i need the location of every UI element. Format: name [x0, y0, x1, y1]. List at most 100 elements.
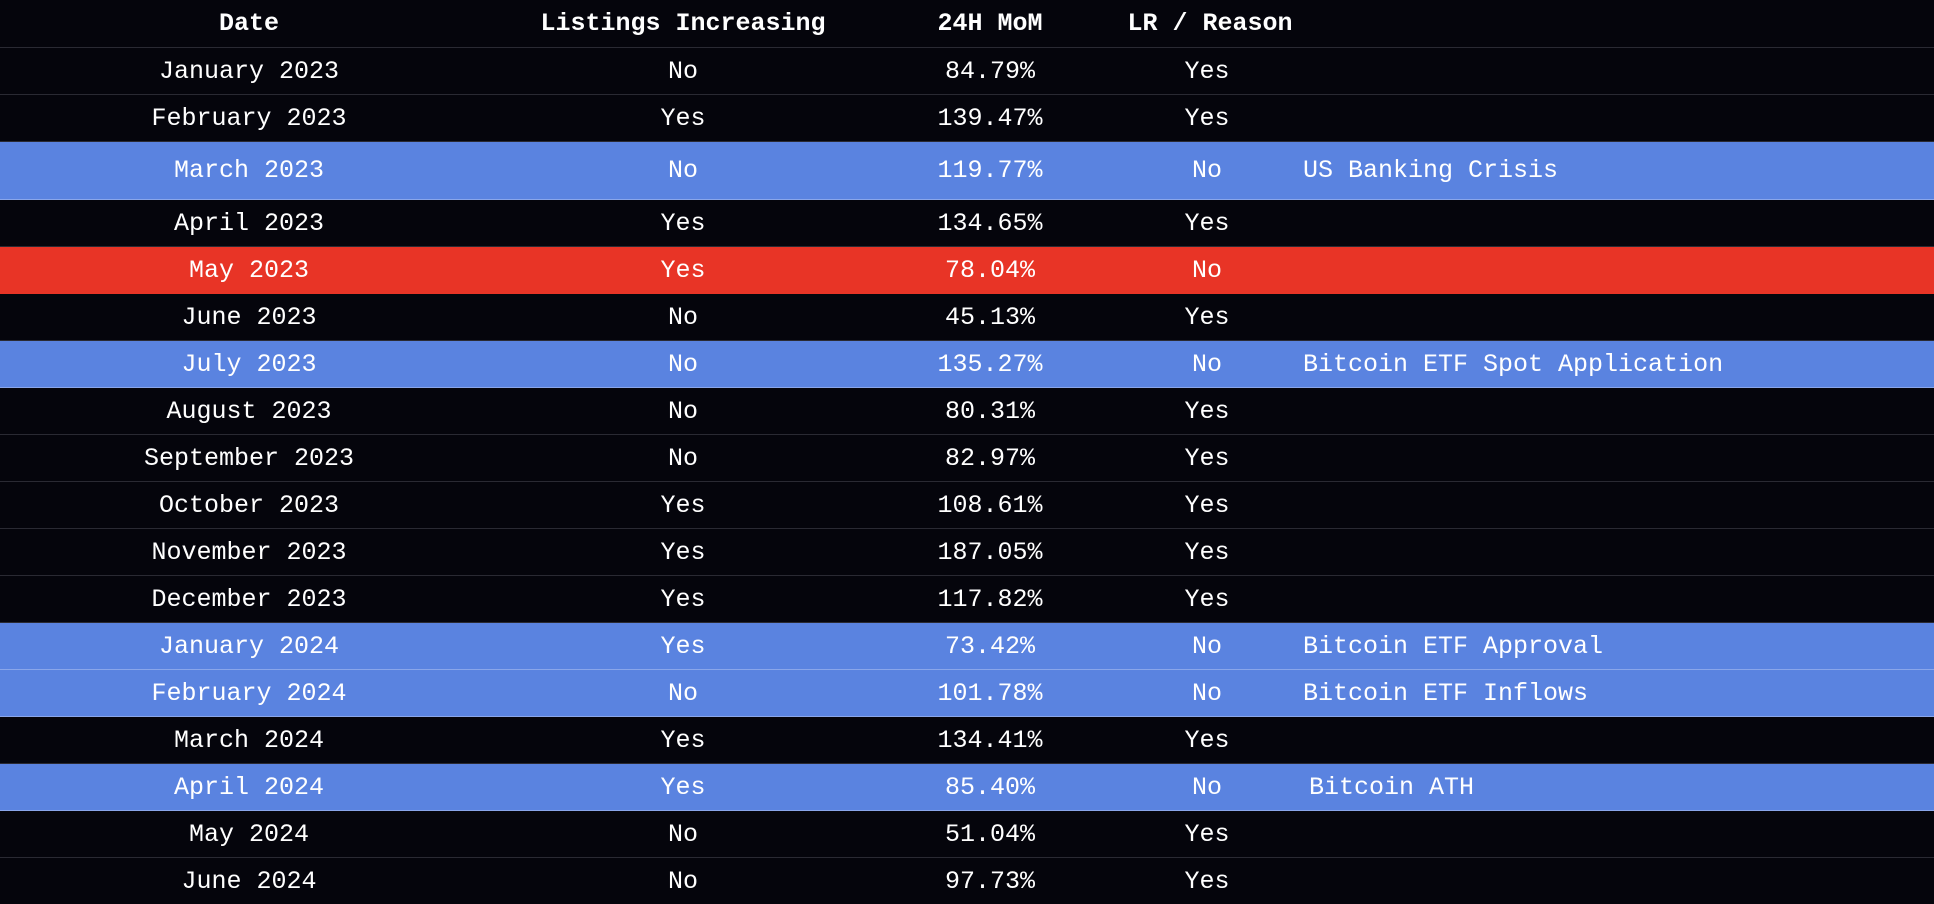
cell-listings: No — [667, 443, 698, 473]
table-row: June 2023 No 45.13% Yes — [0, 294, 1934, 341]
cell-listings: Yes — [660, 772, 706, 802]
cell-lr: Yes — [1184, 537, 1230, 567]
cell-reason — [1303, 435, 1903, 481]
cell-date: May 2024 — [188, 819, 310, 849]
cell-reason: Bitcoin ETF Inflows — [1303, 678, 1589, 708]
cell-mom: 119.77% — [937, 156, 1043, 185]
cell-reason — [1303, 95, 1903, 141]
table-row: October 2023 Yes 108.61% Yes — [0, 482, 1934, 529]
cell-listings: Yes — [660, 537, 706, 567]
cell-lr: Yes — [1184, 725, 1230, 755]
table-row-highlighted: April 2024 Yes 85.40% No Bitcoin ATH — [0, 764, 1934, 811]
cell-listings: Yes — [660, 584, 706, 614]
cell-lr: Yes — [1184, 866, 1230, 896]
cell-lr: Yes — [1184, 819, 1230, 849]
table-row-highlighted: February 2024 No 101.78% No Bitcoin ETF … — [0, 670, 1934, 717]
cell-lr: No — [1191, 631, 1222, 661]
cell-date: August 2023 — [166, 396, 332, 426]
cell-reason: Bitcoin ETF Spot Application — [1303, 349, 1724, 379]
cell-reason — [1303, 247, 1903, 293]
cell-listings: No — [667, 349, 698, 379]
cell-lr: Yes — [1184, 490, 1230, 520]
table-row: June 2024 No 97.73% Yes — [0, 858, 1934, 904]
table-row-highlighted: January 2024 Yes 73.42% No Bitcoin ETF A… — [0, 623, 1934, 670]
header-date: Date — [218, 9, 279, 38]
table-row: September 2023 No 82.97% Yes — [0, 435, 1934, 482]
table-row: August 2023 No 80.31% Yes — [0, 388, 1934, 435]
header-listings-increasing: Listings Increasing — [540, 9, 826, 38]
cell-date: June 2023 — [181, 302, 317, 332]
table-row: January 2023 No 84.79% Yes — [0, 48, 1934, 95]
cell-lr: Yes — [1184, 302, 1230, 332]
cell-lr: No — [1191, 678, 1222, 708]
cell-mom: 73.42% — [944, 631, 1035, 661]
cell-date: March 2023 — [173, 156, 325, 185]
cell-lr: No — [1191, 156, 1222, 185]
cell-lr: No — [1191, 772, 1222, 802]
cell-date: January 2024 — [158, 631, 340, 661]
header-lr-reason: LR / Reason — [1127, 9, 1293, 38]
cell-listings: Yes — [660, 208, 706, 238]
cell-date: May 2023 — [188, 255, 310, 285]
cell-lr: No — [1191, 255, 1222, 285]
table-header: Date Listings Increasing 24H MoM LR / Re… — [0, 0, 1934, 48]
cell-listings: No — [667, 396, 698, 426]
cell-listings: Yes — [660, 490, 706, 520]
cell-date: January 2023 — [158, 56, 340, 86]
cell-date: April 2023 — [173, 208, 325, 238]
cell-listings: No — [667, 819, 698, 849]
cell-lr: Yes — [1184, 584, 1230, 614]
table-row: December 2023 Yes 117.82% Yes — [0, 576, 1934, 623]
cell-lr: Yes — [1184, 396, 1230, 426]
cell-date: February 2024 — [151, 678, 347, 708]
cell-date: July 2023 — [181, 349, 317, 379]
cell-date: March 2024 — [173, 725, 325, 755]
cell-listings: No — [667, 56, 698, 86]
cell-date: June 2024 — [181, 866, 317, 896]
table-row: March 2024 Yes 134.41% Yes — [0, 717, 1934, 764]
table-row-highlighted: July 2023 No 135.27% No Bitcoin ETF Spot… — [0, 341, 1934, 388]
cell-reason — [1303, 388, 1903, 434]
cell-listings: Yes — [660, 255, 706, 285]
cell-lr: Yes — [1184, 443, 1230, 473]
cell-date: December 2023 — [151, 584, 347, 614]
cell-date: February 2023 — [151, 103, 347, 133]
cell-mom: 80.31% — [944, 396, 1035, 426]
cell-reason — [1303, 294, 1903, 340]
cell-listings: No — [667, 866, 698, 896]
cell-lr: No — [1191, 349, 1222, 379]
cell-mom: 97.73% — [944, 866, 1035, 896]
header-24h-mom: 24H MoM — [937, 9, 1043, 38]
table-row-highlighted: May 2023 Yes 78.04% No — [0, 247, 1934, 294]
cell-listings: No — [667, 156, 698, 185]
cell-mom: 101.78% — [937, 678, 1043, 708]
table-row: April 2023 Yes 134.65% Yes — [0, 200, 1934, 247]
cell-mom: 135.27% — [937, 349, 1043, 379]
cell-mom: 51.04% — [944, 819, 1035, 849]
cell-mom: 134.41% — [937, 725, 1043, 755]
cell-date: November 2023 — [151, 537, 347, 567]
cell-listings: No — [667, 678, 698, 708]
cell-reason — [1303, 482, 1903, 528]
cell-reason: Bitcoin ATH — [1309, 772, 1475, 802]
cell-reason — [1303, 811, 1903, 857]
cell-reason — [1303, 576, 1903, 622]
cell-mom: 187.05% — [937, 537, 1043, 567]
cell-mom: 78.04% — [944, 255, 1035, 285]
cell-mom: 82.97% — [944, 443, 1035, 473]
cell-lr: Yes — [1184, 103, 1230, 133]
cell-mom: 45.13% — [944, 302, 1035, 332]
table-row-highlighted: March 2023 No 119.77% No US Banking Cris… — [0, 142, 1934, 200]
cell-listings: No — [667, 302, 698, 332]
cell-reason: US Banking Crisis — [1303, 156, 1559, 185]
cell-reason — [1303, 48, 1903, 94]
cell-reason — [1303, 858, 1903, 904]
cell-lr: Yes — [1184, 56, 1230, 86]
cell-reason: Bitcoin ETF Approval — [1303, 631, 1604, 661]
cell-reason — [1303, 200, 1903, 246]
cell-lr: Yes — [1184, 208, 1230, 238]
cell-listings: Yes — [660, 103, 706, 133]
table-row: February 2023 Yes 139.47% Yes — [0, 95, 1934, 142]
table-row: May 2024 No 51.04% Yes — [0, 811, 1934, 858]
